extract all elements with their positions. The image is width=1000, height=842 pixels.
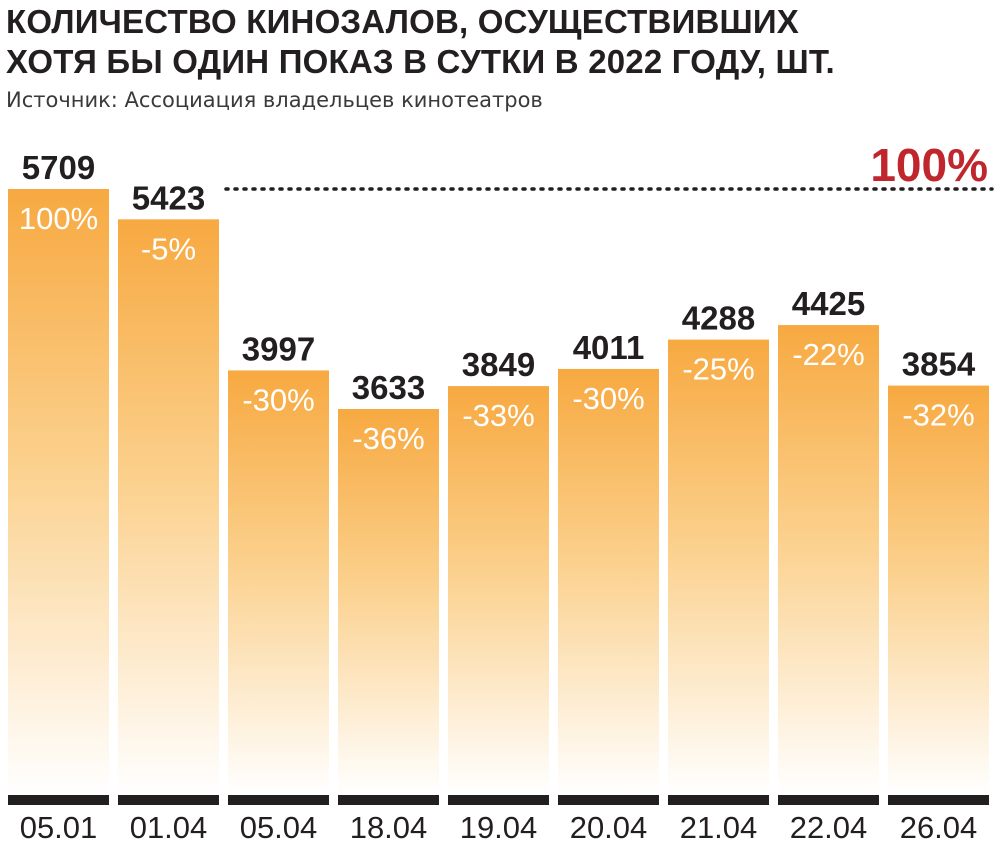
percent-label-18.04: -36% [352,421,424,456]
axis-segment [888,795,989,805]
percent-label-05.04: -30% [242,382,314,417]
bar-26.04 [888,385,989,794]
percent-label-21.04: -25% [682,352,754,387]
percent-label-01.04: -5% [141,231,196,266]
bar-20.04 [558,368,659,794]
bar-05.01 [8,189,109,794]
value-label-20.04: 4011 [573,329,645,366]
chart-title-line-2: ХОТЯ БЫ ОДИН ПОКАЗ В СУТКИ В 2022 ГОДУ, … [6,43,835,80]
percent-label-19.04: -33% [462,398,534,433]
axis-segment [338,795,439,805]
chart-title-line-1: КОЛИЧЕСТВО КИНОЗАЛОВ, ОСУЩЕСТВИВШИХ [6,3,800,40]
x-axis: 05.01 01.04 05.04 18.04 19.04 20.04 21.04 22.04… [8,795,989,842]
source-note: Источник: Ассоциация владельцев кинотеат… [6,88,543,112]
value-label-18.04: 3633 [352,369,425,406]
x-tick-label: 05.04 [240,810,318,842]
bar-19.04 [448,386,549,794]
axis-segment [448,795,549,805]
percent-label-20.04: -30% [572,381,644,416]
x-tick-label: 26.04 [900,810,978,842]
x-tick-label: 05.01 [20,810,98,842]
axis-segment [228,795,329,805]
value-label-22.04: 4425 [792,285,865,322]
value-label-26.04: 3854 [902,346,976,383]
x-tick-label: 20.04 [570,810,648,842]
reference-label: 100% [870,139,988,191]
value-label-05.01: 5709 [22,149,95,186]
percent-label-05.01: 100% [19,201,98,236]
x-tick-label: 19.04 [460,810,538,842]
x-tick-label: 21.04 [680,810,758,842]
value-label-01.04: 5423 [132,179,205,216]
bars-layer: 5709 100% 5423 -5% 3997 -30% 3633 -36% 3849 -33% 4… [8,149,989,794]
bar-01.04 [118,219,219,794]
axis-segment [8,795,109,805]
x-tick-label: 22.04 [790,810,868,842]
bar-18.04 [338,409,439,794]
axis-segment [668,795,769,805]
axis-segment [118,795,219,805]
x-tick-label: 01.04 [130,810,208,842]
reference-layer: 100% [224,139,994,191]
bar-22.04 [778,325,879,794]
bar-21.04 [668,339,769,794]
axis-segment [778,795,879,805]
chart-title: КОЛИЧЕСТВО КИНОЗАЛОВ, ОСУЩЕСТВИВШИХ ХОТЯ… [6,2,996,82]
percent-label-22.04: -22% [792,337,864,372]
value-label-05.04: 3997 [242,330,315,367]
x-tick-label: 18.04 [350,810,428,842]
percent-label-26.04: -32% [902,398,974,433]
axis-segment [558,795,659,805]
value-label-19.04: 3849 [462,346,535,383]
value-label-21.04: 4288 [682,300,755,337]
bar-05.04 [228,370,329,794]
